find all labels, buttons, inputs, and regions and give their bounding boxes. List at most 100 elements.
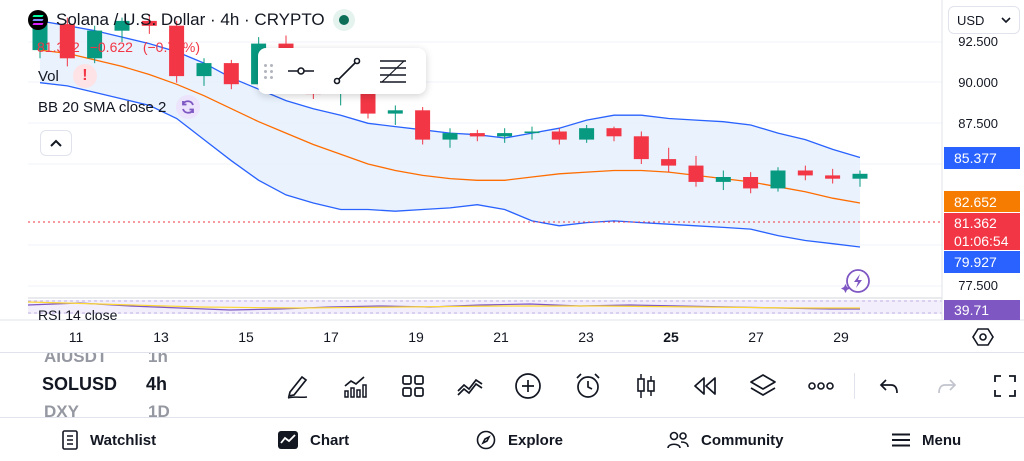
list-doc-icon — [62, 430, 78, 450]
trend-line-tool-button[interactable] — [328, 52, 366, 90]
vol-label: Vol — [38, 67, 59, 85]
drag-handle-icon[interactable] — [264, 63, 274, 79]
fullscreen-button[interactable] — [990, 371, 1020, 401]
candle — [141, 14, 157, 34]
drawing-tools-button[interactable] — [283, 371, 313, 401]
candle-body — [59, 24, 75, 59]
next-interval[interactable]: 1D — [148, 402, 170, 417]
people-icon — [667, 431, 689, 449]
rsi-tag: 39.71 — [944, 300, 1020, 320]
nav-watchlist[interactable]: Watchlist — [62, 418, 156, 461]
candle-body — [469, 133, 485, 137]
bb-lower-tag: 79.927 — [944, 251, 1020, 273]
ohlc-readout: 81.362 −0.622 (−0.76%) — [37, 39, 200, 55]
nav-community[interactable]: Community — [667, 418, 784, 461]
candle-body — [141, 20, 157, 26]
candle — [661, 147, 677, 173]
rsi-legend[interactable]: RSI 14 close — [38, 307, 117, 323]
volume-indicator[interactable]: Vol ! — [38, 64, 97, 88]
rsi-ma-line — [27, 301, 860, 309]
chart-type-button[interactable] — [631, 371, 661, 401]
candle-body — [415, 110, 431, 140]
bottom-toolbar: AIUSDT 1h SOLUSD 4h DXY 1D — [0, 352, 1024, 417]
candle — [852, 170, 868, 187]
chart-settings-icon[interactable] — [972, 326, 994, 348]
object-tree-button[interactable] — [748, 371, 778, 401]
last-price-tag: 81.362 — [944, 213, 1020, 233]
candle-countdown-tag: 01:06:54 — [944, 232, 1020, 250]
candle-body — [715, 177, 731, 182]
warning-icon[interactable]: ! — [72, 64, 97, 88]
candle-body — [32, 24, 48, 51]
hamburger-icon — [892, 433, 910, 447]
more-dots-icon — [808, 382, 834, 390]
drawing-floating-toolbar[interactable] — [258, 48, 426, 94]
current-interval[interactable]: 4h — [146, 374, 168, 394]
solana-logo-icon — [28, 10, 48, 30]
candle-body — [442, 133, 458, 140]
currency-value: USD — [957, 12, 985, 28]
candle-body — [633, 136, 649, 160]
candle — [633, 131, 649, 164]
date-tick: 15 — [238, 329, 254, 345]
candle — [442, 128, 458, 148]
candle — [169, 20, 185, 83]
chart-header: Solana / U.S. Dollar · 4h · CRYPTO — [28, 8, 355, 32]
bb-lower-line — [39, 82, 861, 248]
prev-symbol[interactable]: AIUSDT — [44, 353, 108, 366]
candle-body — [661, 159, 677, 166]
toolbar-divider — [854, 373, 855, 399]
symbol-interval-picker[interactable]: AIUSDT 1h SOLUSD 4h DXY 1D — [42, 353, 182, 417]
layouts-button[interactable] — [398, 371, 428, 401]
candle — [551, 128, 567, 145]
chart-icon — [278, 431, 298, 449]
candle-body — [551, 131, 567, 140]
symbol-title[interactable]: Solana / U.S. Dollar · 4h · CRYPTO — [56, 10, 325, 29]
collapse-legend-button[interactable] — [40, 130, 72, 156]
date-tick: 11 — [68, 329, 84, 345]
nav-chart-label: Chart — [310, 431, 350, 449]
redo-button[interactable] — [932, 371, 962, 401]
bollinger-indicator[interactable]: BB 20 SMA close 2 — [38, 95, 201, 119]
lightning-icon[interactable] — [841, 269, 870, 293]
bb-basis-tag: 82.652 — [944, 191, 1020, 212]
horizontal-ray-tool-button[interactable] — [282, 52, 320, 90]
candle-body — [87, 30, 103, 59]
bb-label: BB 20 SMA close 2 — [38, 98, 167, 116]
more-button[interactable] — [806, 371, 836, 401]
candle-body — [606, 128, 622, 137]
candle — [59, 17, 75, 67]
candle — [715, 170, 731, 191]
alerts-button[interactable] — [573, 371, 603, 401]
currency-select[interactable]: USD — [948, 6, 1020, 34]
date-tick: 17 — [323, 329, 339, 345]
candle-body — [169, 25, 185, 77]
candle-body — [524, 131, 540, 134]
candle — [415, 107, 431, 145]
undo-button[interactable] — [874, 371, 904, 401]
ohlc-change: −0.622 — [89, 39, 133, 55]
candle — [825, 168, 841, 184]
nav-chart[interactable]: Chart — [278, 418, 349, 461]
undo-icon — [879, 379, 898, 394]
candle-body — [688, 165, 704, 182]
prev-interval[interactable]: 1h — [148, 353, 168, 366]
fib-tool-button[interactable] — [374, 52, 412, 90]
add-button[interactable] — [513, 371, 543, 401]
date-tick: 19 — [408, 329, 424, 345]
candle — [497, 128, 513, 143]
price-tick: 92.500 — [958, 34, 998, 49]
next-symbol[interactable]: DXY — [44, 402, 79, 417]
candle — [87, 25, 103, 64]
replay-button[interactable] — [690, 371, 720, 401]
nav-menu[interactable]: Menu — [892, 418, 961, 461]
market-status-icon[interactable] — [332, 9, 355, 31]
nav-explore[interactable]: Explore — [476, 418, 563, 461]
redo-icon — [938, 379, 957, 394]
indicators-button[interactable] — [340, 371, 370, 401]
candle-body — [223, 63, 239, 85]
nav-explore-label: Explore — [508, 431, 564, 449]
compare-button[interactable] — [455, 371, 485, 401]
current-symbol[interactable]: SOLUSD — [42, 374, 118, 394]
refresh-icon[interactable] — [176, 95, 201, 119]
